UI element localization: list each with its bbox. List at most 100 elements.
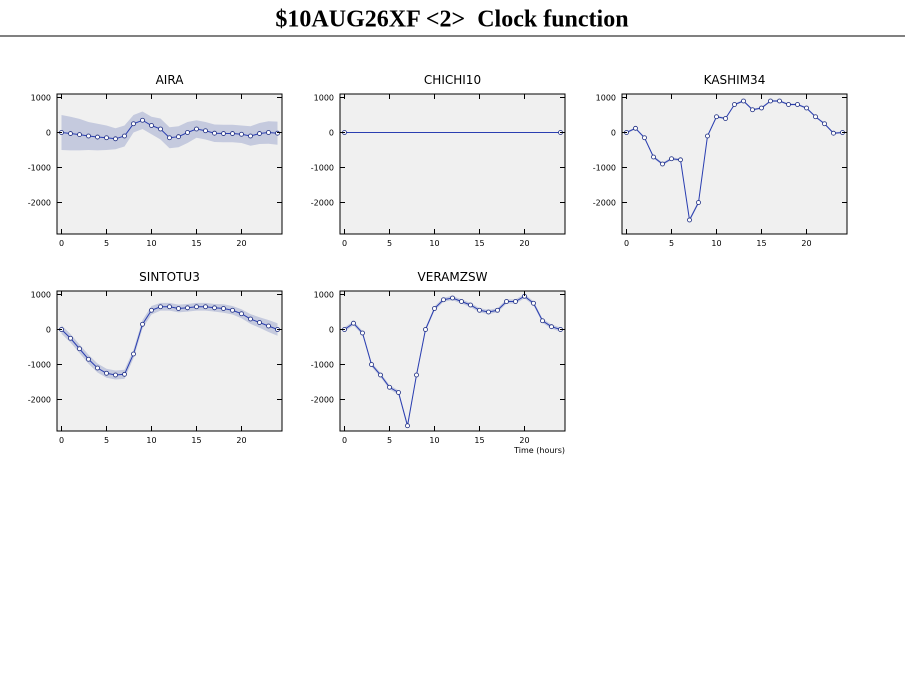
panel-title: VERAMZSW bbox=[418, 270, 488, 284]
x-tick-label: 0 bbox=[59, 436, 64, 445]
data-point bbox=[360, 330, 365, 336]
data-point bbox=[831, 130, 836, 136]
y-tick-label: 0 bbox=[611, 129, 616, 138]
data-point bbox=[266, 130, 271, 135]
panel-title: SINTOTU3 bbox=[139, 270, 200, 284]
data-point bbox=[176, 306, 181, 311]
y-tick-label: 1000 bbox=[314, 291, 334, 300]
data-point bbox=[113, 136, 118, 142]
x-tick-label: 10 bbox=[429, 239, 439, 248]
data-point bbox=[167, 135, 172, 141]
y-tick-label: -2000 bbox=[28, 396, 51, 405]
plot-area bbox=[622, 94, 847, 234]
data-point bbox=[396, 390, 401, 395]
data-point bbox=[651, 154, 656, 160]
data-point bbox=[642, 135, 647, 141]
y-tick-label: 1000 bbox=[314, 94, 334, 103]
data-point bbox=[432, 306, 437, 311]
x-tick-label: 15 bbox=[474, 436, 484, 445]
data-point bbox=[732, 102, 737, 107]
data-point bbox=[504, 299, 509, 304]
plot-area bbox=[340, 94, 565, 234]
x-tick-label: 0 bbox=[624, 239, 629, 248]
x-tick-label: 5 bbox=[104, 239, 109, 248]
data-point bbox=[248, 316, 253, 322]
plot-frame bbox=[56, 93, 283, 235]
data-point bbox=[140, 321, 145, 327]
y-tick-label: -2000 bbox=[311, 199, 334, 208]
y-tick-label: -2000 bbox=[593, 199, 616, 208]
error-band bbox=[626, 99, 843, 222]
data-point bbox=[158, 126, 163, 132]
data-point bbox=[513, 299, 518, 304]
y-tick-label: 0 bbox=[329, 326, 334, 335]
data-point bbox=[122, 371, 127, 377]
y-tick-label: -1000 bbox=[28, 164, 51, 173]
data-point bbox=[723, 116, 728, 121]
data-point bbox=[185, 130, 190, 135]
y-tick-label: -1000 bbox=[28, 361, 51, 370]
data-point bbox=[441, 297, 446, 303]
data-point bbox=[176, 134, 181, 140]
x-axis-label: Time (hours) bbox=[513, 446, 565, 455]
data-point bbox=[266, 323, 271, 329]
data-point bbox=[77, 346, 82, 352]
data-point bbox=[450, 295, 455, 301]
data-point bbox=[786, 102, 791, 107]
x-tick-label: 5 bbox=[387, 436, 392, 445]
data-point bbox=[768, 98, 773, 104]
data-point bbox=[477, 307, 482, 313]
x-tick-label: 20 bbox=[801, 239, 811, 248]
data-point bbox=[104, 370, 109, 376]
data-point bbox=[113, 372, 118, 378]
data-point bbox=[221, 131, 226, 136]
x-tick-label: 15 bbox=[474, 239, 484, 248]
x-tick-label: 5 bbox=[669, 239, 674, 248]
data-point bbox=[813, 114, 818, 120]
x-tick-label: 20 bbox=[519, 239, 529, 248]
x-tick-label: 20 bbox=[236, 239, 246, 248]
data-point bbox=[369, 362, 374, 367]
data-point bbox=[257, 131, 262, 136]
data-point bbox=[750, 107, 755, 113]
data-point bbox=[741, 98, 746, 104]
data-point bbox=[194, 304, 199, 310]
data-point bbox=[777, 98, 782, 104]
x-tick-label: 0 bbox=[59, 239, 64, 248]
data-point bbox=[660, 161, 665, 167]
data-point bbox=[86, 356, 91, 362]
data-point bbox=[468, 302, 473, 308]
x-tick-label: 5 bbox=[387, 239, 392, 248]
data-point bbox=[158, 304, 163, 310]
data-point bbox=[351, 320, 356, 326]
x-tick-label: 10 bbox=[429, 436, 439, 445]
y-tick-label: -1000 bbox=[593, 164, 616, 173]
data-point bbox=[275, 130, 280, 136]
data-point bbox=[414, 372, 419, 378]
data-point bbox=[140, 117, 145, 123]
data-point bbox=[230, 307, 235, 313]
y-tick-label: -2000 bbox=[28, 199, 51, 208]
y-tick-label: -2000 bbox=[311, 396, 334, 405]
data-point bbox=[149, 307, 154, 313]
y-tick-label: 0 bbox=[46, 129, 51, 138]
panel-title: KASHIM34 bbox=[704, 73, 766, 87]
data-point bbox=[759, 105, 764, 111]
data-point bbox=[540, 318, 545, 324]
data-point bbox=[804, 105, 809, 111]
data-point bbox=[221, 306, 226, 311]
y-tick-label: 1000 bbox=[31, 291, 51, 300]
y-tick-label: 1000 bbox=[596, 94, 616, 103]
data-point bbox=[633, 125, 638, 131]
data-point bbox=[531, 300, 536, 306]
x-tick-label: 10 bbox=[146, 436, 156, 445]
data-point bbox=[696, 200, 701, 205]
data-point bbox=[230, 131, 235, 136]
data-point bbox=[203, 304, 208, 310]
x-tick-label: 15 bbox=[756, 239, 766, 248]
panel-title: AIRA bbox=[156, 73, 185, 87]
data-point bbox=[122, 133, 127, 139]
plot-frame bbox=[339, 93, 566, 235]
x-tick-label: 15 bbox=[191, 239, 201, 248]
data-point bbox=[212, 130, 217, 136]
